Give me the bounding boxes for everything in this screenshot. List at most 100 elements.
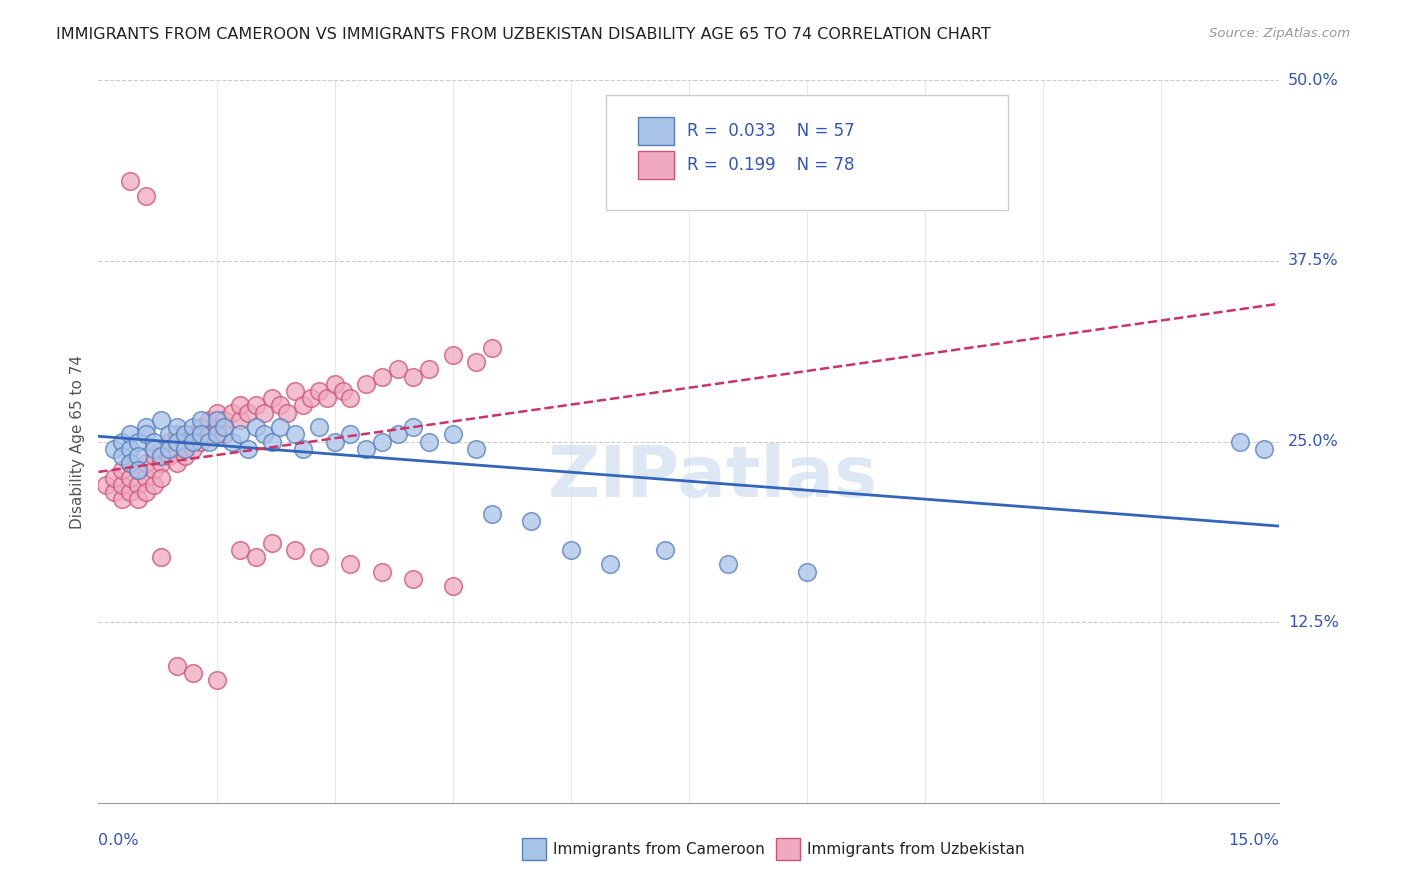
Point: [308, 550, 330, 565]
Point: [197, 434, 219, 449]
Point: [197, 413, 219, 427]
Point: [315, 391, 337, 405]
Point: [190, 413, 212, 427]
Point: [118, 427, 141, 442]
Point: [205, 413, 228, 427]
Point: [135, 470, 157, 484]
Point: [135, 420, 157, 434]
Text: 12.5%: 12.5%: [1288, 615, 1339, 630]
FancyBboxPatch shape: [523, 838, 546, 860]
Point: [142, 434, 165, 449]
Point: [221, 434, 243, 449]
Point: [308, 420, 330, 434]
Point: [166, 434, 188, 449]
Point: [284, 384, 307, 398]
Point: [269, 420, 291, 434]
Point: [371, 565, 394, 579]
Point: [418, 434, 440, 449]
Point: [292, 442, 315, 456]
Point: [111, 492, 134, 507]
Point: [135, 189, 157, 203]
Point: [174, 434, 197, 449]
Point: [441, 427, 464, 442]
Point: [166, 456, 188, 470]
Point: [245, 398, 267, 412]
Point: [284, 427, 307, 442]
Point: [260, 391, 283, 405]
Point: [127, 492, 149, 507]
Point: [135, 456, 157, 470]
Point: [354, 442, 377, 456]
Text: IMMIGRANTS FROM CAMEROON VS IMMIGRANTS FROM UZBEKISTAN DISABILITY AGE 65 TO 74 C: IMMIGRANTS FROM CAMEROON VS IMMIGRANTS F…: [56, 27, 991, 42]
Point: [253, 427, 276, 442]
Point: [354, 376, 377, 391]
Point: [323, 376, 346, 391]
Point: [181, 434, 204, 449]
Point: [181, 665, 204, 680]
Point: [339, 427, 361, 442]
Point: [229, 413, 252, 427]
Point: [339, 391, 361, 405]
Point: [229, 427, 252, 442]
Point: [205, 673, 228, 687]
Point: [284, 542, 307, 557]
Point: [118, 456, 141, 470]
Point: [323, 434, 346, 449]
Point: [269, 398, 291, 412]
Point: [111, 463, 134, 477]
Text: 15.0%: 15.0%: [1229, 833, 1279, 848]
Point: [229, 398, 252, 412]
Point: [127, 463, 149, 477]
Point: [402, 572, 425, 586]
Point: [197, 427, 219, 442]
Point: [174, 449, 197, 463]
Text: 0.0%: 0.0%: [98, 833, 139, 848]
Point: [371, 434, 394, 449]
Point: [135, 485, 157, 500]
Point: [127, 449, 149, 463]
Point: [190, 420, 212, 434]
Text: Immigrants from Uzbekistan: Immigrants from Uzbekistan: [807, 841, 1025, 856]
Point: [796, 565, 818, 579]
Y-axis label: Disability Age 65 to 74: Disability Age 65 to 74: [69, 354, 84, 529]
Point: [181, 442, 204, 456]
Point: [118, 470, 141, 484]
Point: [174, 427, 197, 442]
Point: [166, 658, 188, 673]
Point: [214, 420, 236, 434]
Text: 50.0%: 50.0%: [1288, 73, 1339, 87]
Point: [214, 427, 236, 442]
Point: [387, 427, 409, 442]
Point: [205, 420, 228, 434]
Point: [245, 550, 267, 565]
Point: [157, 427, 180, 442]
Point: [181, 427, 204, 442]
Point: [118, 485, 141, 500]
Point: [245, 420, 267, 434]
Point: [142, 442, 165, 456]
Point: [111, 478, 134, 492]
Point: [387, 362, 409, 376]
Point: [717, 558, 740, 572]
Point: [299, 391, 322, 405]
Point: [253, 406, 276, 420]
Text: ZIPatlas: ZIPatlas: [547, 443, 877, 512]
Point: [103, 470, 125, 484]
Point: [441, 579, 464, 593]
Point: [599, 558, 621, 572]
Point: [150, 456, 173, 470]
Point: [142, 463, 165, 477]
Point: [127, 434, 149, 449]
Point: [135, 427, 157, 442]
Point: [103, 485, 125, 500]
FancyBboxPatch shape: [776, 838, 800, 860]
Point: [166, 427, 188, 442]
Point: [127, 478, 149, 492]
Point: [111, 434, 134, 449]
Point: [150, 442, 173, 456]
Point: [371, 369, 394, 384]
Point: [332, 384, 354, 398]
Point: [292, 398, 315, 412]
Point: [418, 362, 440, 376]
Point: [1253, 442, 1275, 456]
